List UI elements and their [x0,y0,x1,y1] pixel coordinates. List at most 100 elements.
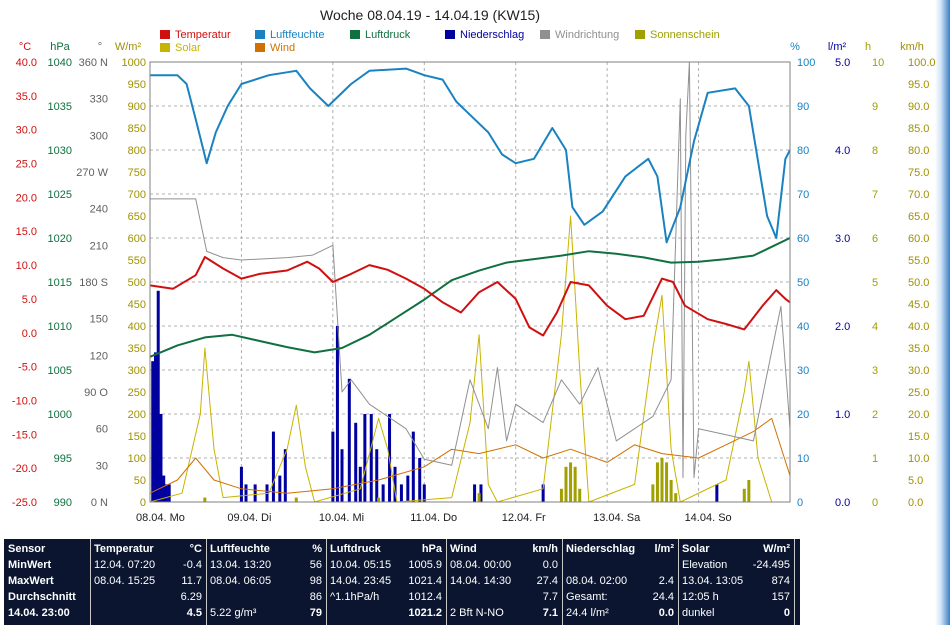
axis-unit-label: l/m² [828,41,847,53]
table-column: Niederschlag l/m² 08.04. 02:00 2.4 Gesamt: 24… [566,539,678,625]
cell-label: 08.04. 15:25 [94,575,156,587]
axis-tick-label: 70.0 [908,189,929,201]
axis-tick-label: 3 [872,365,878,377]
legend-swatch [255,43,265,52]
axis-tick-label: 300 [90,130,108,142]
bar-niederschlag [715,484,719,502]
bar-sonnenschein [669,480,673,502]
axis-tick-label: 650 [128,211,146,223]
cell-label: Elevation [682,559,728,571]
table-cell-row: 12.04. 07:20 -0.4 [94,558,206,573]
bar-niederschlag [156,290,160,502]
axis-unit-label: °C [19,41,31,53]
x-tick-label: 10.04. Mi [319,512,364,524]
axis-tick-label: 25.0 [16,159,37,171]
axis-tick-label: 1 [872,453,878,465]
column-unit: l/m² [654,543,674,555]
table-cell-row: ^1.1hPa/h 1012.4 [330,590,446,605]
axis-tick-label: 70 [797,189,809,201]
legend-swatch [445,30,455,39]
column-unit: °C [189,543,202,555]
table-cell-row: 4.5 [94,606,206,621]
bar-niederschlag [340,449,344,502]
bar-sonnenschein [294,497,298,502]
axis-tick-label: 4 [872,321,878,333]
axis-tick-label: 1005 [48,365,72,377]
axis-tick-label: 45.0 [908,299,929,311]
bar-niederschlag [418,458,422,502]
bar-sonnenschein [655,462,659,502]
bar-niederschlag [164,484,168,502]
table-cell-row: 10.04. 05:15 1005.9 [330,558,446,573]
cell-value: 24.4 [652,591,674,603]
axis-tick-label: 200 [128,409,146,421]
bar-niederschlag [159,414,163,502]
column-header: Temperatur °C [94,542,206,557]
axis-tick-label: 0.0 [835,497,850,509]
series-line-luftdruck [149,237,791,358]
cell-value: 98 [309,575,322,587]
series-line-windrichtung [150,61,791,479]
x-tick-label: 13.04. Sa [593,512,641,524]
bar-niederschlag [153,352,157,502]
series-line-luftfeuchte [150,67,791,244]
cell-label: 12.04. 07:20 [94,559,156,571]
x-tick-label: 09.04. Di [227,512,271,524]
cell-label: 5.22 g/m³ [210,607,257,619]
axis-unit-label: hPa [50,41,70,53]
bar-sonnenschein [573,466,577,502]
axis-tick-label: -20.0 [12,463,37,475]
axis-tick-label: 10 [797,453,809,465]
axis-tick-label: 850 [128,123,146,135]
axis-tick-label: 95.0 [908,79,929,91]
axis-tick-label: 9 [872,101,878,113]
column-unit: W/m² [763,543,790,555]
x-axis-labels: 08.04. Mo 09.04. Di 10.04. Mi 11.04. Do 12.0… [136,512,732,524]
row-header: MaxWert [8,575,54,587]
axis-tick-label: 40.0 [908,321,929,333]
table-cell-row: Elevation -24.495 [682,558,794,573]
axis-tick-label: 600 [128,233,146,245]
axis-tick-label: 0.0 [22,328,37,340]
axis-tick-label: 330 [90,94,108,106]
cell-label: 14.04. 23:45 [330,575,392,587]
axis-tick-label: 30 [797,365,809,377]
x-tick-label: 08.04. Mo [136,512,185,524]
axis-tick-label: 0 [797,497,803,509]
axis-tick-label: 15.0 [16,226,37,238]
axis-tick-label: 150 [90,314,108,326]
line-layer [149,61,791,503]
row-header: MinWert [8,559,52,571]
x-tick-label: 14.04. So [685,512,732,524]
weather-chart: Woche 08.04.19 - 14.04.19 (KW15) Tempera… [11,7,935,524]
axis-tick-label: 1040 [48,57,72,69]
axis-tick-label: 100 [128,453,146,465]
axis-tick-label: 450 [128,299,146,311]
axis-tick-label: 3.0 [835,233,850,245]
table-cell-row: 08.04. 02:00 2.4 [566,574,678,589]
bar-sonnenschein [578,488,582,502]
cell-label: 10.04. 05:15 [330,559,392,571]
summary-table: Sensor MinWert MaxWert Durchschnitt 14.0… [0,535,800,625]
table-column: Solar W/m² Elevation -24.495 13.04. 13:05 874… [682,539,794,625]
column-divider [326,539,327,625]
axis-tick-label: 60 [96,424,108,436]
axis-tick-label: 5.0 [835,57,850,69]
legend-label: Solar [175,42,201,54]
axis-tick-label: 1020 [48,233,72,245]
axis-tick-label: 995 [54,453,72,465]
axis-tick-label: 20.0 [16,192,37,204]
legend-swatch [540,30,550,39]
bar-sonnenschein [569,462,573,502]
axis-tick-label: 350 [128,343,146,355]
column-header: Niederschlag l/m² [566,542,678,557]
axis-tick-label: 20.0 [908,409,929,421]
axis-tick-label: 0 [140,497,146,509]
axis-tick-label: 360 N [79,57,108,69]
bar-layer [151,290,751,502]
axis-tick-label: 240 [90,204,108,216]
cell-label: 08.04. 02:00 [566,575,628,587]
table-cell-row: 13.04. 13:05 874 [682,574,794,589]
bar-sonnenschein [559,488,563,502]
column-title: Niederschlag [566,543,636,555]
